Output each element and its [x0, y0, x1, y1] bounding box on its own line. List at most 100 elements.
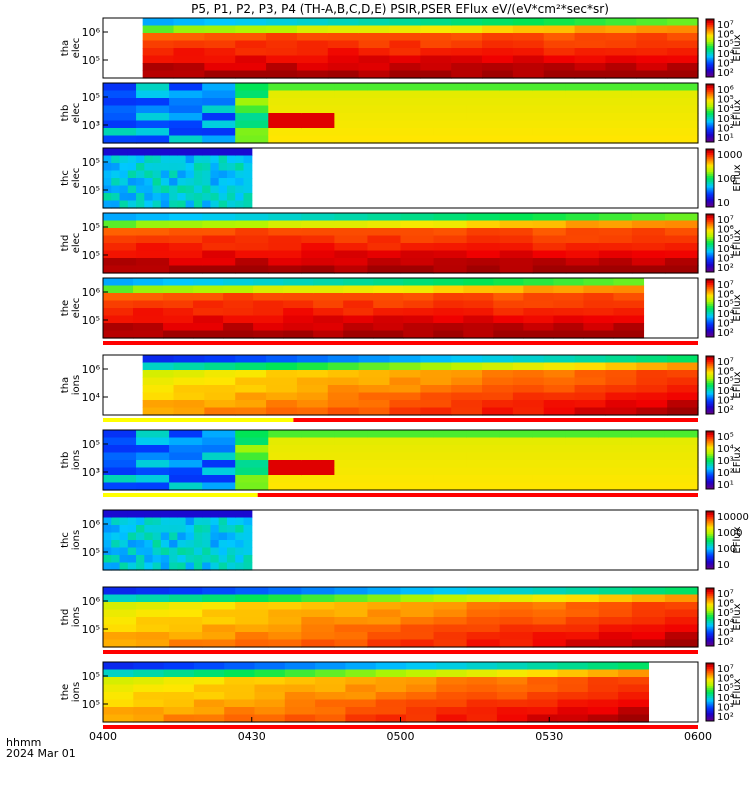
spectrogram-cell: [565, 105, 600, 114]
spectrogram-cell: [284, 684, 316, 693]
spectrogram-cell: [499, 98, 534, 107]
status-bar-segment: [103, 493, 258, 497]
spectrogram-cell: [103, 609, 137, 618]
spectrogram-cell: [631, 135, 666, 144]
colorbar-segment: [706, 461, 714, 465]
spectrogram-cell: [163, 278, 194, 287]
colorbar-segment: [706, 250, 714, 254]
spectrogram-cell: [254, 707, 286, 716]
colorbar-segment: [706, 217, 714, 221]
spectrogram-cell: [173, 407, 205, 416]
colorbar-segment: [706, 469, 714, 473]
colorbar-segment: [706, 49, 714, 53]
spectrogram-cell: [136, 617, 170, 626]
colorbar-tick-label: 10⁶: [717, 367, 734, 378]
spectrogram-cell: [664, 243, 699, 252]
colorbar-segment: [706, 246, 714, 250]
spectrogram-cell: [334, 617, 369, 626]
spectrogram-cell: [202, 430, 236, 439]
spectrogram-cell: [210, 547, 220, 556]
spectrogram-cell: [532, 135, 567, 144]
colorbar-segment: [706, 481, 714, 484]
spectrogram-cell: [358, 40, 391, 49]
spectrogram-cell: [235, 547, 245, 556]
spectrogram-cell: [466, 624, 501, 633]
y-tick-label: 10⁵: [82, 438, 100, 451]
spectrogram-cell: [605, 392, 637, 401]
spectrogram-cell: [512, 355, 545, 364]
colorbar-segment: [706, 528, 714, 531]
spectrogram-cell: [103, 662, 134, 671]
spectrogram-cell: [103, 699, 134, 708]
spectrogram-cell: [375, 677, 407, 686]
spectrogram-cell: [631, 220, 666, 229]
colorbar-segment: [706, 664, 714, 668]
spectrogram-cell: [664, 602, 699, 611]
spectrogram-cell: [433, 220, 468, 229]
spectrogram-cell: [210, 155, 220, 164]
colorbar-segment: [706, 541, 714, 545]
spectrogram-cell: [142, 392, 175, 401]
spectrogram-cell: [605, 70, 637, 79]
spectrogram-cell: [296, 407, 329, 416]
colorbar-segment: [706, 118, 714, 122]
spectrogram-cell: [127, 155, 137, 164]
spectrogram-cell: [235, 437, 269, 446]
spectrogram-cell: [499, 452, 534, 461]
colorbar-segment: [706, 536, 714, 539]
colorbar-segment: [706, 264, 714, 267]
spectrogram-cell: [327, 355, 360, 364]
spectrogram-cell: [136, 540, 145, 549]
spectrogram-cell: [436, 714, 468, 723]
spectrogram-cell: [466, 445, 501, 454]
spectrogram-cell: [160, 562, 170, 571]
colorbar-segment: [706, 511, 714, 514]
spectrogram-cell: [605, 40, 637, 49]
spectrogram-cell: [202, 83, 236, 92]
spectrogram-cell: [224, 714, 256, 723]
spectrogram-cell: [185, 155, 195, 164]
colorbar-segment: [706, 692, 714, 695]
spectrogram-cell: [618, 669, 650, 678]
spectrogram-cell: [400, 602, 435, 611]
spectrogram-cell: [493, 285, 524, 294]
colorbar-label: EFlux: [732, 371, 743, 398]
spectrogram-cell: [543, 392, 576, 401]
spectrogram-cell: [375, 699, 407, 708]
spectrogram-cell: [334, 250, 369, 259]
spectrogram-cell: [493, 300, 524, 309]
spectrogram-cell: [605, 25, 637, 34]
spectrogram-cell: [235, 632, 269, 641]
spectrogram-cell: [185, 185, 195, 194]
spectrogram-cell: [142, 55, 175, 64]
spectrogram-cell: [301, 445, 335, 454]
colorbar-segment: [706, 678, 714, 681]
spectrogram-cell: [235, 25, 267, 34]
spectrogram-cell: [253, 278, 284, 287]
spectrogram-cell: [169, 624, 203, 633]
spectrogram-cell: [574, 40, 607, 49]
spectrogram-cell: [345, 677, 377, 686]
spectrogram-cell: [224, 684, 256, 693]
spectrogram-cell: [193, 714, 225, 723]
spectrogram-cell: [527, 707, 559, 716]
spectrogram-cell: [433, 315, 464, 324]
spectrogram-cell: [406, 677, 437, 686]
spectrogram-cell: [499, 90, 534, 99]
spectrogram-cell: [169, 617, 203, 626]
colorbar-segment: [706, 688, 714, 691]
spectrogram-cell: [202, 475, 236, 484]
spectrogram-cell: [367, 452, 402, 461]
spectrogram-cell: [631, 105, 666, 114]
colorbar-segment: [706, 711, 714, 714]
spectrogram-cell: [103, 594, 137, 603]
spectrogram-cell: [565, 602, 600, 611]
spectrogram-cell: [436, 707, 468, 716]
spectrogram-cell: [400, 609, 435, 618]
spectrogram-cell: [664, 587, 699, 596]
spectrogram-cell: [169, 185, 178, 194]
y-tick-label: 10⁶: [82, 518, 101, 531]
colorbar-label: EFlux: [732, 603, 743, 630]
spectrogram-cell: [334, 235, 369, 244]
